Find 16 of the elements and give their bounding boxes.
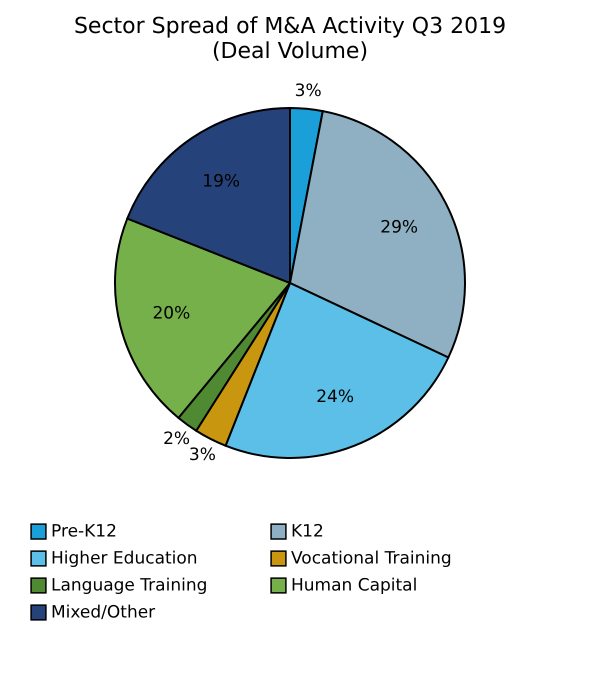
data-label: 24% [316, 386, 354, 407]
legend-label: Mixed/Other [51, 602, 156, 622]
chart-subtitle: (Deal Volume) [212, 39, 368, 64]
data-label: 19% [202, 172, 240, 192]
data-label: 20% [152, 303, 190, 324]
legend-label: Pre-K12 [51, 522, 117, 542]
chart-title: Sector Spread of M&A Activity Q3 2019 [74, 14, 506, 39]
legend-label: K12 [291, 522, 324, 542]
data-label: 29% [380, 217, 418, 238]
data-label: 3% [188, 444, 216, 465]
data-label: 3% [294, 80, 322, 101]
legend-label: Human Capital [291, 576, 418, 596]
data-label: 2% [163, 429, 190, 450]
legend-label: Language Training [51, 576, 208, 596]
legend-label: Vocational Training [291, 548, 452, 568]
legend-label: Higher Education [51, 548, 198, 568]
